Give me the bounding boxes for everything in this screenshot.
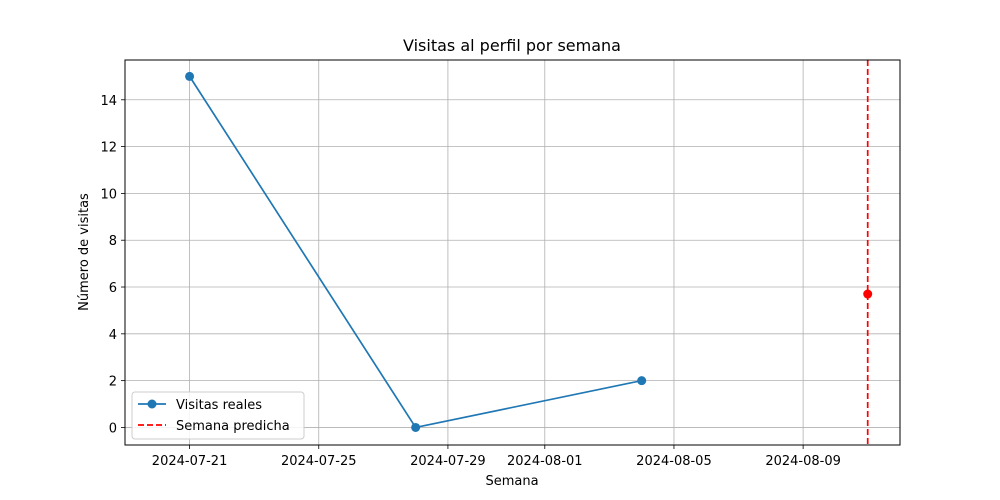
plot-frame [124, 59, 901, 446]
y-tick-label: 12 [100, 141, 117, 156]
x-tick-label: 2024-07-21 [152, 454, 228, 469]
x-axis-label: Semana [485, 474, 538, 489]
legend-marker-visitas-reales [147, 399, 157, 409]
x-tick-label: 2024-08-01 [507, 454, 583, 469]
x-tick-label: 2024-07-29 [410, 454, 486, 469]
series-line-visitas-reales [188, 75, 642, 429]
y-tick-label: 4 [109, 328, 117, 343]
y-tick-label: 6 [109, 281, 117, 296]
data-point-visitas-reales [637, 376, 647, 386]
y-tick-label: 0 [109, 421, 117, 436]
y-axis-label: Número de visitas [77, 193, 92, 311]
legend-label-semana-predicha: Semana predicha [176, 419, 290, 434]
legend-label-visitas-reales: Visitas reales [176, 398, 262, 413]
data-point-visitas-reales [411, 422, 421, 432]
y-axis: 0 2 4 6 8 10 12 14 [100, 94, 125, 436]
x-tick-label: 2024-08-09 [765, 454, 841, 469]
chart-title: Visitas al perfil por semana [403, 36, 621, 55]
y-tick-label: 8 [109, 234, 117, 249]
x-tick-label: 2024-08-05 [636, 454, 712, 469]
y-tick-label: 14 [100, 94, 117, 109]
data-point-semana-predicha [863, 289, 873, 299]
grid [125, 60, 900, 445]
data-point-visitas-reales [185, 71, 195, 81]
x-tick-label: 2024-07-25 [281, 454, 357, 469]
y-tick-label: 2 [109, 375, 117, 390]
x-axis: 2024-07-21 2024-07-25 2024-07-29 2024-08-01… [152, 445, 841, 469]
series-layer [185, 60, 873, 445]
y-tick-label: 10 [100, 187, 117, 202]
legend-box [131, 391, 305, 440]
legend: Visitas reales Semana predicha [131, 391, 305, 440]
